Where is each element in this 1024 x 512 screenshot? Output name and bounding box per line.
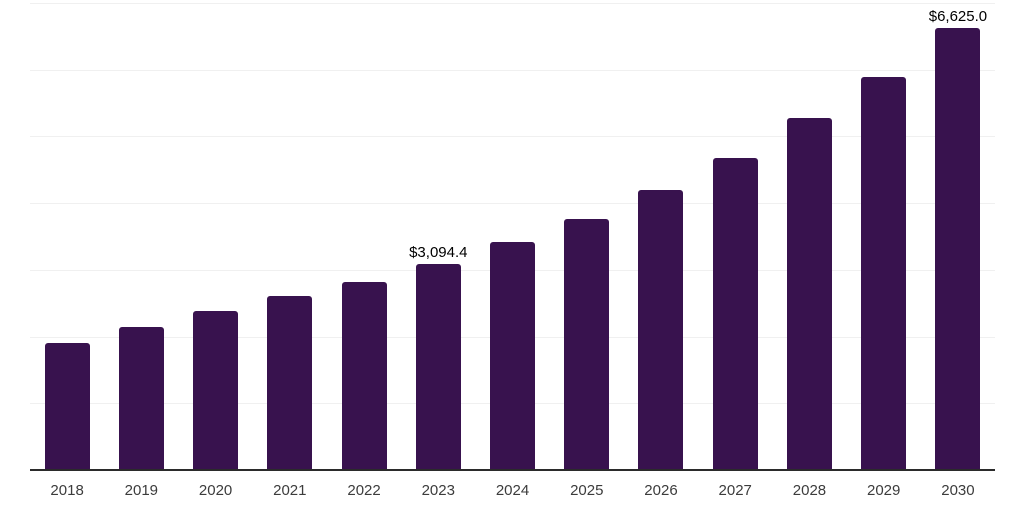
bar-2018[interactable] [44, 342, 90, 470]
bar-2021[interactable] [267, 295, 313, 470]
x-axis-label-2019: 2019 [124, 482, 159, 499]
gridline [30, 3, 995, 4]
bar-2023[interactable] [415, 263, 461, 470]
x-axis: 2018 2019 2020 2021 2022 2023 2024 2025 2026 2027… [30, 482, 995, 500]
bar-2019[interactable] [118, 327, 164, 470]
bar-2022[interactable] [341, 282, 387, 470]
x-axis-line [30, 469, 995, 471]
x-axis-label-2018: 2018 [50, 482, 84, 499]
x-axis-label-2023: 2023 [421, 482, 455, 499]
bar-value-label-2030: $6,625.0 [928, 8, 988, 26]
bar-slot: $3,094.4 [401, 3, 475, 470]
bar-slot [698, 3, 772, 470]
bar-slot: $6,625.0 [921, 3, 995, 470]
bar-slot [30, 3, 104, 470]
bar-2026[interactable] [638, 190, 684, 470]
x-axis-label-2024: 2024 [495, 482, 530, 499]
bar-slot [253, 3, 327, 470]
x-axis-label-2030: 2030 [941, 482, 975, 499]
x-axis-label-2025: 2025 [570, 482, 604, 499]
bar-2020[interactable] [193, 311, 239, 470]
bar-2027[interactable] [712, 157, 758, 470]
bars: $3,094.4 $6,625.0 [30, 3, 995, 470]
x-axis-label-2026: 2026 [644, 482, 678, 499]
x-axis-label-2021: 2021 [273, 482, 307, 499]
x-axis-label-2027: 2027 [718, 482, 752, 499]
gridline [30, 69, 995, 71]
plot-area: $3,094.4 $6,625.0 [30, 3, 995, 470]
x-axis-label-2028: 2028 [792, 482, 827, 499]
x-axis-label-2020: 2020 [198, 482, 233, 499]
gridline [30, 136, 995, 138]
bar-2030[interactable] [935, 28, 981, 470]
bar-slot [772, 3, 846, 470]
bar-2024[interactable] [490, 242, 536, 470]
bar-slot [847, 3, 921, 470]
bar-slot [178, 3, 252, 470]
bar-slot [475, 3, 549, 470]
bar-value-label-2023: $3,094.4 [409, 243, 468, 261]
gridline [30, 203, 995, 205]
bar-slot [550, 3, 624, 470]
bar-slot [104, 3, 178, 470]
bar-2025[interactable] [564, 218, 610, 470]
x-axis-label-2022: 2022 [347, 482, 381, 499]
bar-2028[interactable] [786, 117, 832, 470]
x-axis-label-2029: 2029 [867, 482, 901, 499]
bar-2029[interactable] [861, 77, 907, 470]
bar-slot [327, 3, 401, 470]
bar-slot [624, 3, 698, 470]
